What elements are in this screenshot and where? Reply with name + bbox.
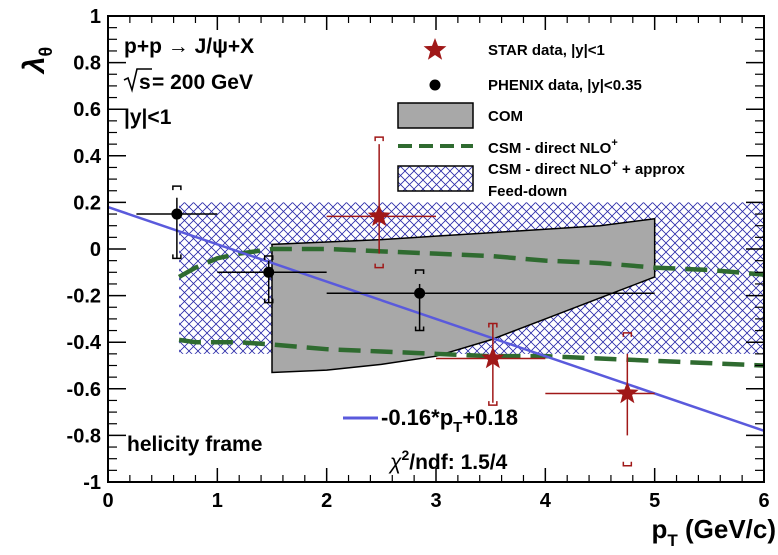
- chi2-label-main: χ: [388, 451, 402, 474]
- y-tick-label: -0.8: [67, 425, 101, 447]
- legend-star-icon: [423, 38, 447, 60]
- y-tick-label: -0.6: [67, 379, 101, 401]
- y-tick-label: 1: [90, 6, 101, 28]
- legend-csm-sup: +: [611, 137, 617, 149]
- x-tick-label: 3: [430, 490, 441, 512]
- phenix-sys-bracket: [414, 326, 425, 332]
- sqrt-sign: [123, 68, 152, 93]
- legend-csm-main: CSM - direct NLO: [488, 140, 612, 157]
- y-axis-title-sub: θ: [36, 47, 56, 57]
- chi2-label: χ2/ndf: 1.5/4: [388, 447, 508, 474]
- energy-label-prefix: s: [139, 71, 151, 94]
- phenix-sys-bracket: [172, 254, 182, 260]
- csm-curve-upper: [177, 246, 764, 279]
- star-marker: [481, 346, 505, 369]
- star-marker: [615, 381, 639, 404]
- energy-label: s = 200 GeV: [123, 68, 253, 94]
- x-tick-label: 1: [212, 490, 223, 512]
- phenix-marker: [263, 266, 275, 278]
- y-tick-label: 0.4: [73, 146, 102, 168]
- phenix-point-0: [136, 185, 218, 260]
- phenix-marker: [171, 208, 183, 220]
- y-axis-title-main: λ: [18, 57, 51, 76]
- y-axis-title: λθ: [18, 47, 56, 75]
- star-sys-bracket: [488, 322, 498, 328]
- y-tick-label: 0.2: [73, 192, 101, 214]
- x-tick-label: 5: [649, 490, 660, 512]
- x-axis-title-sub: T: [667, 531, 678, 550]
- x-axis-title-main: p: [651, 514, 667, 544]
- chi2-label-rest: /ndf: 1.5/4: [409, 451, 507, 474]
- chi2-label-sup: 2: [401, 447, 409, 463]
- phenix-point-2: [326, 269, 655, 332]
- legend-csm-approx-rest: + approx: [618, 161, 686, 178]
- legend: STAR data, |y|<1 PHENIX data, |y|<0.35 C…: [397, 38, 686, 200]
- star-sys-bracket: [374, 263, 384, 269]
- x-tick-label: 2: [321, 490, 332, 512]
- phenix-sys-bracket: [414, 269, 425, 274]
- csm-curve-lower: [178, 337, 764, 368]
- x-tick-label: 4: [540, 490, 552, 512]
- legend-phenix-icon: [429, 79, 441, 91]
- fit-label-sub: T: [453, 419, 462, 436]
- y-tick-label: -0.2: [67, 286, 101, 308]
- legend-com-swatch: [397, 102, 474, 129]
- reaction-label: p+p → J/ψ+X: [124, 35, 254, 58]
- phenix-sys-bracket: [263, 298, 274, 304]
- phenix-point-1: [217, 255, 327, 304]
- phenix-marker: [414, 287, 426, 299]
- y-tick-label: -0.4: [67, 332, 102, 354]
- phenix-sys-bracket: [263, 255, 274, 260]
- star-point-2: [545, 332, 655, 467]
- fit-label-main: -0.16*p: [381, 405, 453, 430]
- y-tick-label: -1: [83, 472, 101, 494]
- energy-label-value: = 200 GeV: [152, 71, 253, 94]
- x-tick-label: 6: [758, 490, 769, 512]
- legend-csm-approx-text: CSM - direct NLO+ + approx: [488, 158, 686, 178]
- y-tick-label: 0.6: [73, 99, 101, 121]
- legend-csm-text: CSM - direct NLO+: [488, 137, 618, 157]
- x-tick-label: 0: [102, 490, 113, 512]
- com-band: [271, 217, 656, 374]
- star-point-0: [326, 136, 436, 269]
- legend-csm-approx-main: CSM - direct NLO: [488, 161, 612, 178]
- legend-csm-approx-swatch: [397, 165, 474, 192]
- fit-label-rest: +0.18: [462, 405, 518, 430]
- x-axis-title-unit: (GeV/c): [678, 514, 776, 544]
- phenix-sys-bracket: [172, 185, 182, 191]
- rapidity-label: |y|<1: [124, 106, 172, 129]
- legend-csm-approx-sup: +: [611, 158, 617, 170]
- star-marker: [367, 204, 391, 227]
- legend-csm-approx-line2: Feed-down: [488, 183, 567, 200]
- star-sys-bracket: [622, 332, 633, 337]
- y-tick-label: 0: [90, 239, 101, 261]
- legend-phenix-text: PHENIX data, |y|<0.35: [488, 77, 642, 94]
- star-point-1: [436, 322, 546, 406]
- x-axis-title: pT (GeV/c): [651, 514, 776, 550]
- star-sys-bracket: [374, 136, 384, 142]
- legend-star-text: STAR data, |y|<1: [488, 42, 605, 59]
- frame-label: helicity frame: [127, 433, 262, 456]
- legend-com-text: COM: [488, 108, 523, 125]
- fit-label: -0.16*pT+0.18: [381, 405, 518, 436]
- star-sys-bracket: [622, 461, 633, 467]
- star-sys-bracket: [488, 401, 498, 406]
- y-tick-label: 0.8: [73, 53, 101, 75]
